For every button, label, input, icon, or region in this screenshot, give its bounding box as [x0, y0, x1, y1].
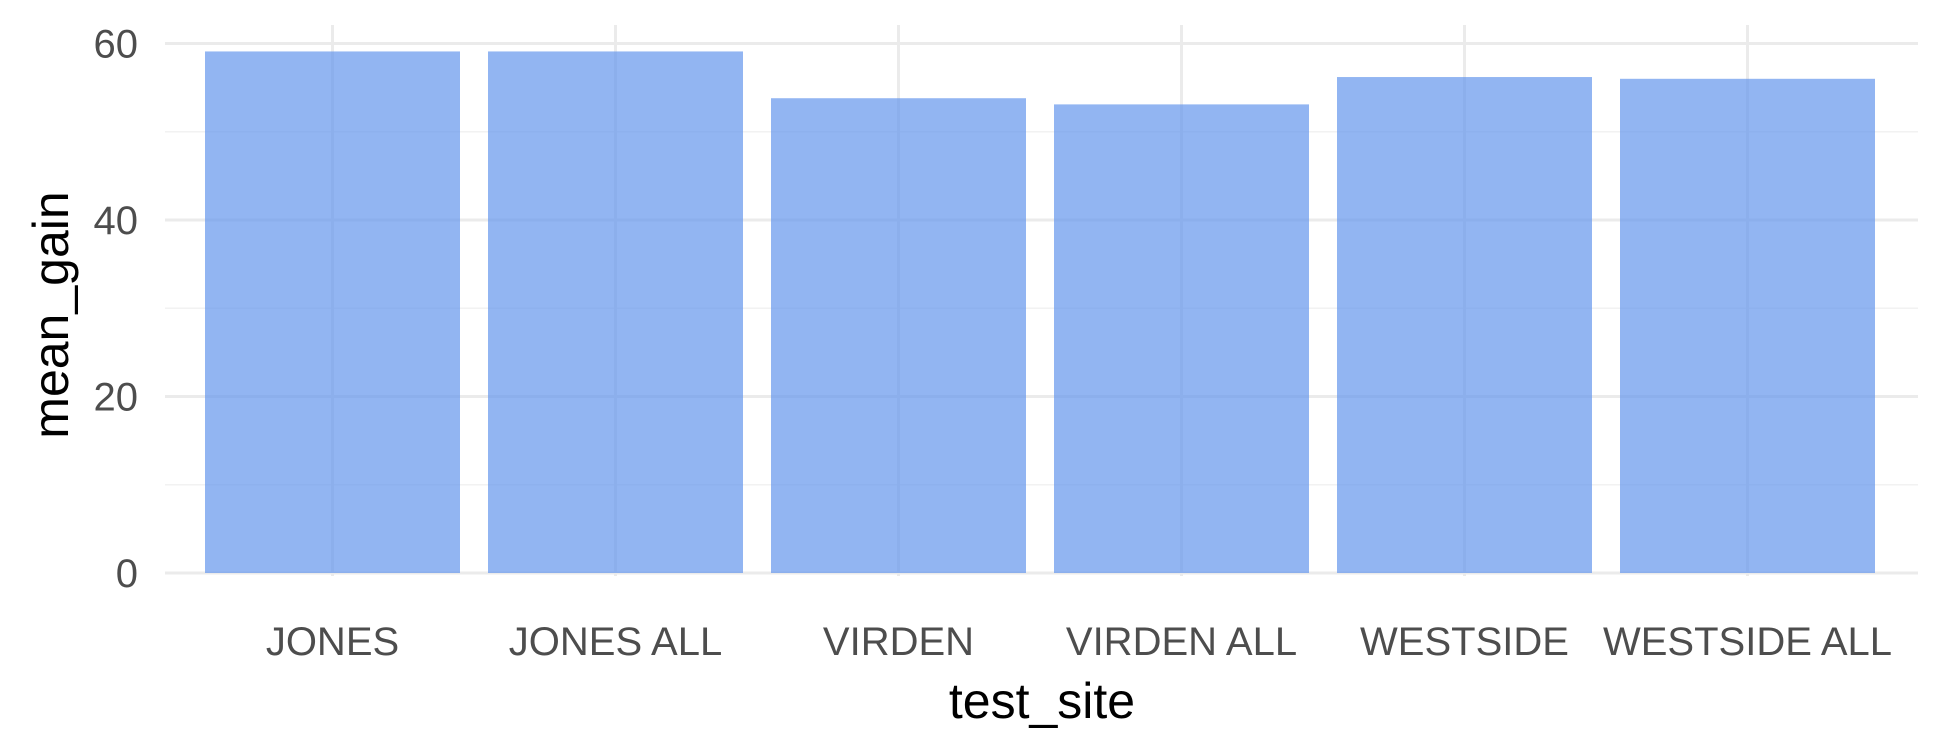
bars	[205, 51, 1875, 574]
bar	[488, 51, 743, 573]
y-tick-label: 0	[116, 552, 138, 596]
bar	[1620, 78, 1875, 574]
x-tick-label: WESTSIDE	[1360, 620, 1569, 664]
x-tick-label: JONES	[266, 620, 399, 664]
x-tick-label: VIRDEN ALL	[1066, 620, 1297, 664]
x-tick-label: JONES ALL	[509, 620, 722, 664]
bar	[1337, 77, 1592, 573]
bar	[771, 98, 1026, 573]
y-tick-label: 40	[94, 199, 139, 243]
y-axis-tick-labels: 0 20 40 60	[94, 23, 139, 597]
y-axis-title: mean_gain	[23, 191, 79, 438]
x-axis-tick-labels: JONES JONES ALL VIRDEN VIRDEN ALL WESTSIDE WE…	[266, 620, 1892, 664]
bar	[205, 51, 460, 573]
x-axis-title: test_site	[949, 673, 1135, 729]
bar	[1054, 104, 1309, 573]
x-tick-label: WESTSIDE ALL	[1603, 620, 1892, 664]
y-tick-label: 60	[94, 23, 139, 67]
y-tick-label: 20	[94, 376, 139, 420]
x-tick-label: VIRDEN	[823, 620, 974, 664]
